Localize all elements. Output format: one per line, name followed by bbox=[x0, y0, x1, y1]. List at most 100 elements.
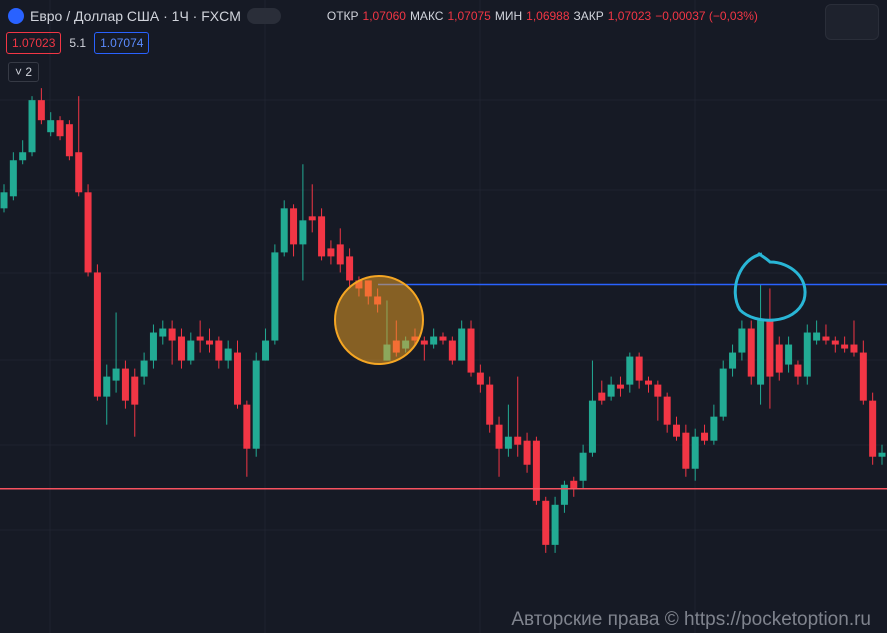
candle-body bbox=[514, 436, 522, 445]
candle-body bbox=[831, 340, 839, 345]
candle-body bbox=[504, 436, 512, 449]
candle-body bbox=[224, 348, 232, 361]
candle-body bbox=[140, 360, 148, 377]
ohlc: ОТКР 1,07060 МАКС 1,07075 МИН 1,06988 ЗАКР 1… bbox=[327, 9, 758, 23]
candle-body bbox=[486, 384, 494, 425]
spread: 5.1 bbox=[69, 36, 87, 50]
candle-body bbox=[551, 504, 559, 545]
candle-body bbox=[19, 152, 27, 161]
settings-button[interactable] bbox=[825, 4, 879, 40]
candle-body bbox=[112, 368, 120, 381]
candle-body bbox=[234, 352, 242, 405]
label: ЗАКР bbox=[573, 9, 604, 23]
candle-body bbox=[448, 340, 456, 361]
change: −0,00037 (−0,03%) bbox=[655, 9, 758, 23]
toggle[interactable] bbox=[246, 8, 281, 24]
candle-body bbox=[775, 344, 783, 373]
candle-body bbox=[131, 376, 139, 405]
symbol[interactable]: Евро / Доллар США · 1Ч · FXCM bbox=[30, 8, 241, 24]
candle-body bbox=[318, 216, 326, 257]
candle-body bbox=[280, 208, 288, 253]
candle-body bbox=[673, 424, 681, 437]
collapse[interactable]: ˅ 2 bbox=[8, 62, 40, 82]
candle-body bbox=[822, 336, 830, 341]
candle-body bbox=[757, 320, 765, 385]
candle-body bbox=[626, 356, 634, 385]
header: Евро / Доллар США · 1Ч · FXCM ОТКР 1,0706… bbox=[8, 8, 758, 24]
candle-body bbox=[93, 272, 101, 397]
candle-body bbox=[262, 340, 270, 361]
candle-body bbox=[588, 400, 596, 453]
candle-body bbox=[327, 248, 335, 257]
watermark: Авторские права © https://pocketoption.r… bbox=[511, 609, 871, 630]
candle-body bbox=[813, 332, 821, 341]
candle-body bbox=[691, 436, 699, 469]
candle-body bbox=[308, 216, 316, 221]
highlight-circle bbox=[334, 275, 424, 365]
value: 1,07075 bbox=[447, 9, 491, 23]
candle-body bbox=[476, 372, 484, 385]
candle-body bbox=[467, 328, 475, 373]
value: 1,07023 bbox=[607, 9, 652, 23]
candle-body bbox=[766, 320, 774, 377]
candle-body bbox=[682, 432, 690, 469]
candle-body bbox=[205, 340, 213, 345]
candle-body bbox=[0, 192, 8, 209]
bid[interactable]: 1.07023 bbox=[6, 32, 62, 54]
candle-body bbox=[252, 360, 260, 449]
candle-body bbox=[869, 400, 877, 457]
count: 2 bbox=[25, 65, 33, 79]
candle-body bbox=[121, 368, 129, 401]
candle-body bbox=[859, 352, 867, 401]
candle-body bbox=[635, 356, 643, 381]
ask[interactable]: 1.07074 bbox=[94, 32, 150, 54]
candle-body bbox=[607, 384, 615, 397]
value: 1,06988 bbox=[526, 9, 570, 23]
price-row: 1.07023 5.1 1.07074 bbox=[6, 32, 150, 54]
candle-body bbox=[47, 120, 55, 133]
candle-body bbox=[430, 336, 438, 345]
candle-body bbox=[560, 484, 568, 505]
candle-body bbox=[196, 336, 204, 341]
candle-body bbox=[159, 328, 167, 337]
candle-body bbox=[794, 364, 802, 377]
candle-body bbox=[878, 452, 886, 457]
candle-body bbox=[271, 252, 279, 341]
candle-body bbox=[570, 480, 578, 489]
candle-body bbox=[598, 392, 606, 401]
candle-body bbox=[28, 100, 36, 153]
candle-body bbox=[532, 440, 540, 501]
candle-body bbox=[290, 208, 298, 245]
candle-body bbox=[75, 152, 83, 193]
candle-body bbox=[243, 404, 251, 449]
candle-body bbox=[654, 384, 662, 397]
hand-drawn-circle bbox=[733, 251, 807, 322]
value: 1,07060 bbox=[362, 9, 406, 23]
candle-body bbox=[439, 336, 447, 341]
candle-body bbox=[841, 344, 849, 349]
candle-body bbox=[729, 352, 737, 369]
candle-body bbox=[719, 368, 727, 417]
symbol-icon bbox=[8, 8, 24, 24]
candle-body bbox=[523, 440, 531, 465]
candle-body bbox=[747, 328, 755, 377]
candle-body bbox=[803, 332, 811, 377]
candle-body bbox=[215, 340, 223, 361]
candle-body bbox=[187, 340, 195, 361]
candle-body bbox=[177, 336, 185, 361]
candle-body bbox=[663, 396, 671, 425]
candle-body bbox=[738, 328, 746, 353]
candle-body bbox=[701, 432, 709, 441]
candle-body bbox=[710, 416, 718, 441]
candle-body bbox=[542, 500, 550, 545]
candle-body bbox=[9, 160, 17, 197]
label: МАКС bbox=[409, 9, 444, 23]
candle-body bbox=[420, 340, 428, 345]
candle-body bbox=[346, 256, 354, 281]
candle-body bbox=[84, 192, 92, 273]
candle-body bbox=[103, 376, 111, 397]
candle-body bbox=[65, 124, 73, 157]
